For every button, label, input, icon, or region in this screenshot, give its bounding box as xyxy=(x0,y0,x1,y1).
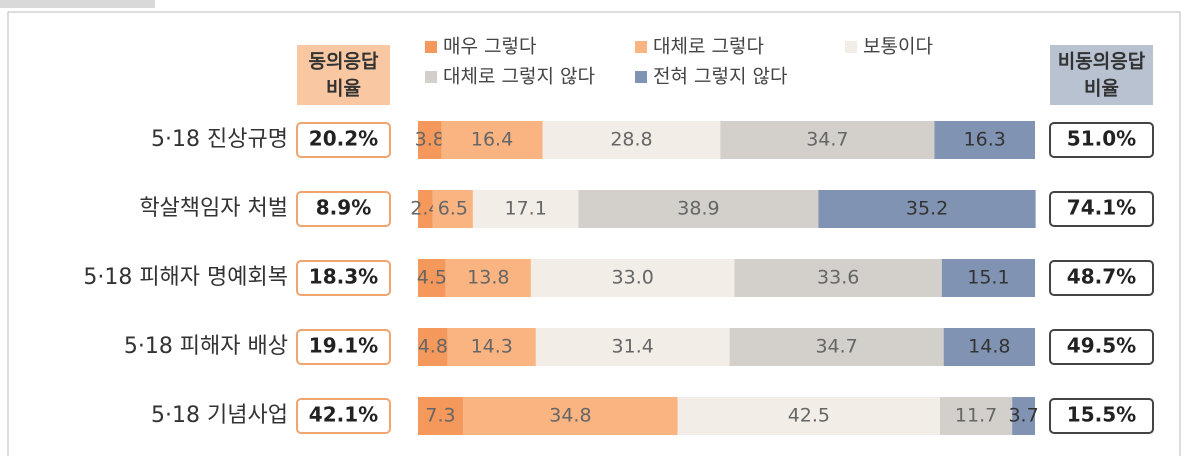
bar-segment xyxy=(542,121,721,159)
header-label: 동의응답 xyxy=(309,51,379,73)
bar-segment xyxy=(578,190,819,228)
legend-label: 전혀 그렇지 않다 xyxy=(653,66,787,88)
data-label: 14.8 xyxy=(968,336,1010,358)
data-label: 13.8 xyxy=(467,267,509,289)
data-label: 17.1 xyxy=(505,198,547,220)
legend-label: 대체로 그렇지 않다 xyxy=(443,66,595,88)
ratio-box xyxy=(1049,122,1154,158)
bar-segment xyxy=(729,328,944,366)
bar-segment xyxy=(530,259,735,297)
data-label: 33.0 xyxy=(612,267,654,289)
category-label: 학살책임자 처벌 xyxy=(139,196,288,221)
category-label: 5·18 기념사업 xyxy=(151,403,288,428)
legend-swatch xyxy=(425,41,437,53)
ratio-box xyxy=(296,398,391,434)
ratio-label: 49.5% xyxy=(1067,334,1136,358)
bar-segment xyxy=(418,259,446,297)
legend-label: 매우 그렇다 xyxy=(443,36,536,58)
ratio-label: 48.7% xyxy=(1067,265,1136,289)
data-label: 34.8 xyxy=(549,405,591,427)
data-label: 15.1 xyxy=(967,267,1009,289)
bar-segment xyxy=(418,190,433,228)
ratio-box xyxy=(1049,260,1154,296)
ratio-label: 51.0% xyxy=(1067,127,1136,151)
bar-segment xyxy=(941,259,1035,297)
bar-segment xyxy=(418,121,442,159)
data-label: 28.8 xyxy=(610,129,652,151)
data-label: 7.3 xyxy=(425,405,455,427)
data-label: 6.5 xyxy=(438,198,468,220)
ratio-label: 15.5% xyxy=(1067,403,1136,427)
bar-segment xyxy=(1012,397,1035,435)
legend-swatch xyxy=(635,41,647,53)
ratio-box xyxy=(1049,398,1154,434)
header-box xyxy=(297,45,390,105)
ratio-box xyxy=(296,260,391,296)
data-label: 4.8 xyxy=(418,336,448,358)
data-label: 33.6 xyxy=(817,267,859,289)
category-label: 5·18 진상규명 xyxy=(151,127,288,152)
data-label: 42.5 xyxy=(788,405,830,427)
category-label: 5·18 피해자 배상 xyxy=(124,334,288,359)
ratio-label: 20.2% xyxy=(309,127,378,151)
legend-swatch xyxy=(425,71,437,83)
bar-segment xyxy=(734,259,942,297)
ratio-box xyxy=(296,329,391,365)
bar-segment xyxy=(447,328,536,366)
bar-segment xyxy=(934,121,1035,159)
legend-swatch xyxy=(635,71,647,83)
ratio-box xyxy=(1049,191,1154,227)
bar-segment xyxy=(418,328,448,366)
ratio-label: 42.1% xyxy=(309,403,378,427)
header-label: 비율 xyxy=(1084,78,1119,100)
bar-segment xyxy=(535,328,730,366)
data-label: 11.7 xyxy=(955,405,997,427)
category-label: 5·18 피해자 명예회복 xyxy=(83,265,288,290)
header-label: 비동의응답 xyxy=(1058,51,1146,73)
bar-segment xyxy=(677,397,940,435)
bar-segment xyxy=(720,121,935,159)
bar-segment xyxy=(463,397,678,435)
bar-segment xyxy=(418,397,464,435)
data-label: 38.9 xyxy=(677,198,719,220)
data-label: 34.7 xyxy=(806,129,848,151)
ratio-label: 74.1% xyxy=(1067,196,1136,220)
ratio-label: 19.1% xyxy=(309,334,378,358)
legend-swatch xyxy=(845,41,857,53)
legend-label: 보통이다 xyxy=(863,36,933,58)
header-label: 비율 xyxy=(326,78,361,100)
tab xyxy=(0,0,155,8)
data-label: 3.8 xyxy=(415,129,445,151)
ratio-label: 8.9% xyxy=(316,196,371,220)
data-label: 35.2 xyxy=(906,198,948,220)
bar-segment xyxy=(445,259,531,297)
bar-segment xyxy=(943,328,1035,366)
data-label: 16.3 xyxy=(964,129,1006,151)
ratio-label: 18.3% xyxy=(309,265,378,289)
frame xyxy=(7,11,1181,456)
bar-segment xyxy=(939,397,1013,435)
bar-segment xyxy=(432,190,473,228)
ratio-box xyxy=(1049,329,1154,365)
data-label: 34.7 xyxy=(815,336,857,358)
bar-segment xyxy=(472,190,579,228)
data-label: 14.3 xyxy=(471,336,513,358)
ratio-box xyxy=(296,122,391,158)
data-label: 16.4 xyxy=(471,129,513,151)
legend-label: 대체로 그렇다 xyxy=(653,36,764,58)
bar-segment xyxy=(818,190,1036,228)
data-label: 3.7 xyxy=(1008,405,1038,427)
bar-segment xyxy=(441,121,543,159)
header-box xyxy=(1050,45,1153,105)
ratio-box xyxy=(296,191,391,227)
data-label: 31.4 xyxy=(612,336,654,358)
data-label: 4.5 xyxy=(417,267,447,289)
